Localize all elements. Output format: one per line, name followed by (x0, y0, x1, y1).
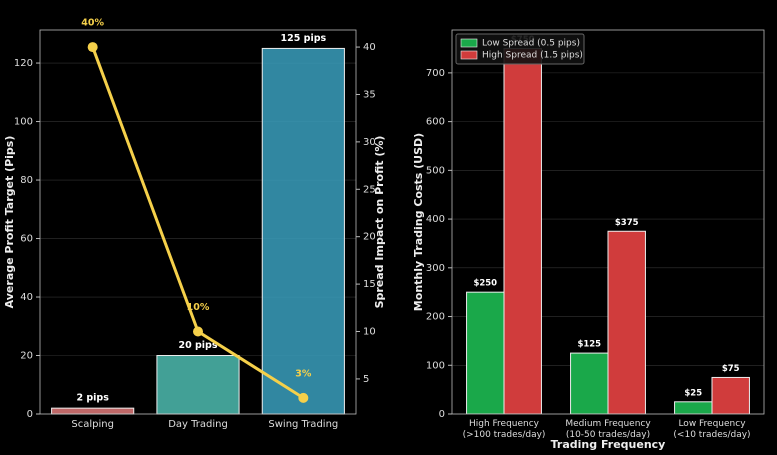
y-tick-label: 500 (426, 165, 445, 176)
bars: $250$125$25$750$375$75 (466, 35, 750, 414)
bar-value-label: $25 (684, 388, 702, 398)
bar (261, 47, 345, 415)
line-point (193, 326, 203, 337)
bar-value-label: 2 pips (76, 393, 109, 404)
bar-value-label: $250 (473, 279, 497, 289)
bar (711, 376, 750, 414)
y-tick-label: 600 (426, 117, 445, 128)
plot-frame (451, 29, 765, 415)
y-tick-label: 120 (14, 58, 33, 69)
x-tick-label: Scalping (71, 419, 114, 430)
y-tick-label: 200 (426, 312, 445, 323)
bar (51, 407, 135, 415)
x-tick-label: Low Frequency (<10 trades/day) (673, 419, 751, 440)
bar-value-label: 125 pips (281, 33, 327, 44)
bar-value-label: $375 (615, 218, 639, 228)
legend-swatch (460, 50, 478, 60)
y-tick-label: 300 (426, 263, 445, 274)
legend-label: Low Spread (0.5 pips) (482, 39, 580, 49)
x-tick-label: High Frequency (>100 trades/day) (462, 419, 546, 440)
y2-tick-label: 5 (363, 374, 369, 385)
y-tick-label: 100 (14, 117, 33, 128)
y-tick-label: 0 (27, 409, 33, 420)
line-value-label: 10% (187, 302, 210, 313)
y-tick-label: 100 (426, 360, 445, 371)
y2-tick-label: 20 (363, 232, 376, 243)
legend-label: High Spread (1.5 pips) (482, 51, 583, 61)
y2-tick-label: 15 (363, 279, 376, 290)
y-tick-label: 40 (20, 292, 33, 303)
bar (503, 48, 542, 414)
y-axis-label: Monthly Trading Costs (USD) (412, 133, 425, 311)
line-value-label: 3% (295, 368, 312, 379)
bar-value-label: $75 (722, 364, 740, 374)
bar (674, 401, 713, 414)
bar (466, 291, 505, 414)
y-tick-label: 400 (426, 214, 445, 225)
x-axis-label: Trading Frequency (551, 438, 666, 451)
legend-box (455, 33, 585, 65)
line-value-label: 40% (81, 18, 104, 29)
bar-value-label: $125 (577, 340, 601, 350)
plot-frame (39, 29, 357, 415)
y-tick-label: 80 (20, 175, 33, 186)
y2-tick-label: 10 (363, 327, 376, 338)
bar-value-label: 20 pips (178, 340, 217, 351)
bar (570, 352, 609, 414)
y-axis-label: Average Profit Target (Pips) (3, 136, 16, 309)
y-tick-label: 700 (426, 68, 445, 79)
x-tick-label: Medium Frequency (10-50 trades/day) (565, 419, 651, 440)
y-tick-label: 0 (439, 409, 445, 420)
x-tick-label: Swing Trading (268, 419, 338, 430)
y-tick-label: 60 (20, 234, 33, 245)
bar (156, 355, 240, 415)
y2-tick-label: 40 (363, 42, 376, 53)
x-tick-label: Day Trading (168, 419, 228, 430)
legend-swatch (460, 38, 478, 48)
line-point (298, 392, 309, 403)
bar (607, 230, 646, 414)
y2-tick-label: 30 (363, 137, 376, 148)
line-point (87, 42, 98, 53)
y2-tick-label: 25 (363, 184, 376, 195)
y-tick-label: 20 (20, 351, 33, 362)
y2-tick-label: 35 (363, 89, 376, 100)
y2-axis-label: Spread Impact on Profit (%) (373, 136, 386, 309)
